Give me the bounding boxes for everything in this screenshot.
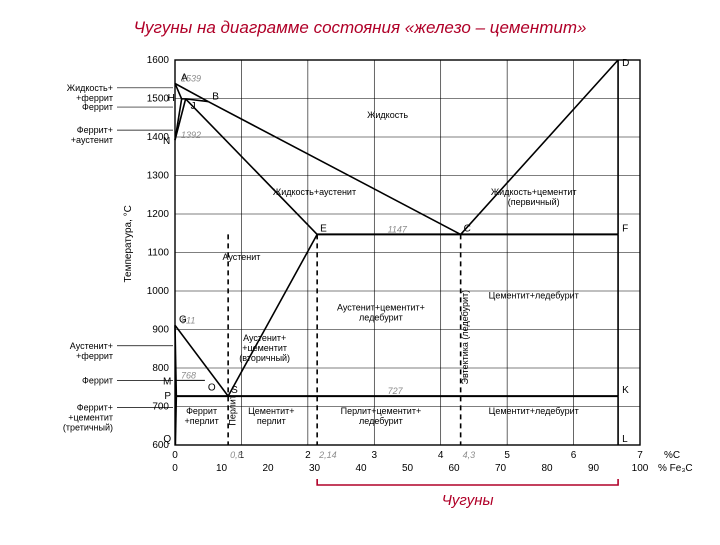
point-Q: Q (163, 434, 171, 445)
region-label: Феррит++цементит(третичный) (63, 402, 113, 432)
xtick-top-label: 7 (637, 450, 643, 461)
boundary-PQ (175, 396, 176, 445)
extra-xtick: 4,3 (463, 450, 476, 460)
temp-marker: 727 (388, 386, 404, 396)
xtick-top-label: 5 (504, 450, 510, 461)
region-label: Феррит++аустенит (71, 125, 113, 145)
point-S: S (231, 385, 238, 396)
xtick-bot-label: 20 (262, 463, 274, 474)
page-title: Чугуны на диаграмме состояния «железо – … (0, 18, 720, 38)
point-M: M (163, 376, 171, 387)
point-C: C (464, 223, 471, 234)
xtick-top-label: 2 (305, 450, 311, 461)
point-D: D (622, 58, 629, 69)
region-label: Цементит+перлит (248, 406, 294, 426)
chuguny-bracket (317, 479, 618, 485)
point-K: K (622, 385, 629, 396)
point-J: J (191, 101, 196, 112)
ytick-label: 1000 (147, 286, 170, 297)
region-label: Жидкость++феррит (67, 83, 113, 103)
boundary-CD (461, 60, 618, 234)
ytick-label: 1100 (147, 248, 169, 259)
point-B: B (212, 92, 219, 103)
xtick-bot-label: 60 (448, 463, 460, 474)
ytick-label: 1300 (147, 171, 170, 182)
point-A: A (181, 72, 188, 83)
xtick-top-label: 0 (172, 450, 178, 461)
point-P: P (164, 391, 171, 402)
region-label: Феррит (82, 375, 113, 385)
xtick-top-label: 4 (438, 450, 444, 461)
region-label: Жидкость+аустенит (273, 187, 356, 197)
point-E: E (320, 223, 327, 234)
xtick-bot-label: 0 (172, 463, 178, 474)
xtick-top-label: 3 (372, 450, 378, 461)
xtick-bot-label: 40 (355, 463, 367, 474)
region-label: Аустенит (222, 252, 260, 262)
xtick-bot-label: 30 (309, 463, 321, 474)
ytick-label: 900 (152, 325, 169, 336)
boundary-BC (208, 102, 460, 235)
ytick-label: 1200 (147, 209, 170, 220)
point-L: L (622, 434, 628, 445)
vertical-label: Эвтектика (ледебурит) (460, 290, 470, 385)
point-H: H (168, 93, 175, 104)
region-label: Аустенит+цементит+ледебурит (337, 302, 425, 322)
temp-marker: 1147 (388, 224, 408, 234)
xtick-bot-label: 100 (632, 463, 649, 474)
xtick-bot-label: 80 (541, 463, 553, 474)
temp-marker: 768 (181, 370, 196, 380)
region-label: Цементит+ледебурит (489, 291, 579, 301)
y-axis-title: Температура, °C (123, 205, 134, 282)
region-label: Перлит+цементит+ледебурит (341, 406, 422, 426)
xtick-bot-label: 90 (588, 463, 600, 474)
extra-xtick: 2,14 (318, 450, 337, 460)
xtick-bot-label: 50 (402, 463, 414, 474)
temp-marker: 1392 (181, 130, 201, 140)
xtick-bot-label: 10 (216, 463, 228, 474)
region-label: Феррит (82, 102, 113, 112)
x-axis-top-title: %C (664, 450, 680, 461)
page: Чугуны на диаграмме состояния «железо – … (0, 0, 720, 540)
x-axis-bot-title: % Fe₃C (658, 463, 693, 474)
point-N: N (163, 136, 170, 147)
extra-xtick: 0,8 (230, 450, 243, 460)
point-G: G (179, 314, 187, 325)
region-label: Цементит+ледебурит (489, 406, 579, 416)
ytick-label: 800 (152, 363, 169, 374)
vertical-label: Перлит (227, 395, 237, 426)
xtick-bot-label: 70 (495, 463, 507, 474)
ytick-label: 1500 (147, 94, 170, 105)
phase-diagram: 6007008009001000110012001300140015001600… (0, 0, 720, 540)
xtick-top-label: 6 (571, 450, 577, 461)
region-label: Аустенит++цементит(вторичный) (239, 333, 290, 363)
region-label: Феррит+перлит (184, 406, 218, 426)
boundary-GS (175, 325, 228, 396)
region-label: Жидкость (367, 110, 408, 120)
ytick-label: 1600 (147, 55, 170, 66)
point-F: F (622, 223, 628, 234)
chuguny-label: Чугуны (442, 492, 494, 509)
region-label: Жидкость+цементит(первичный) (491, 187, 577, 207)
point-O: O (208, 382, 216, 393)
region-label: Аустенит++феррит (70, 341, 113, 361)
